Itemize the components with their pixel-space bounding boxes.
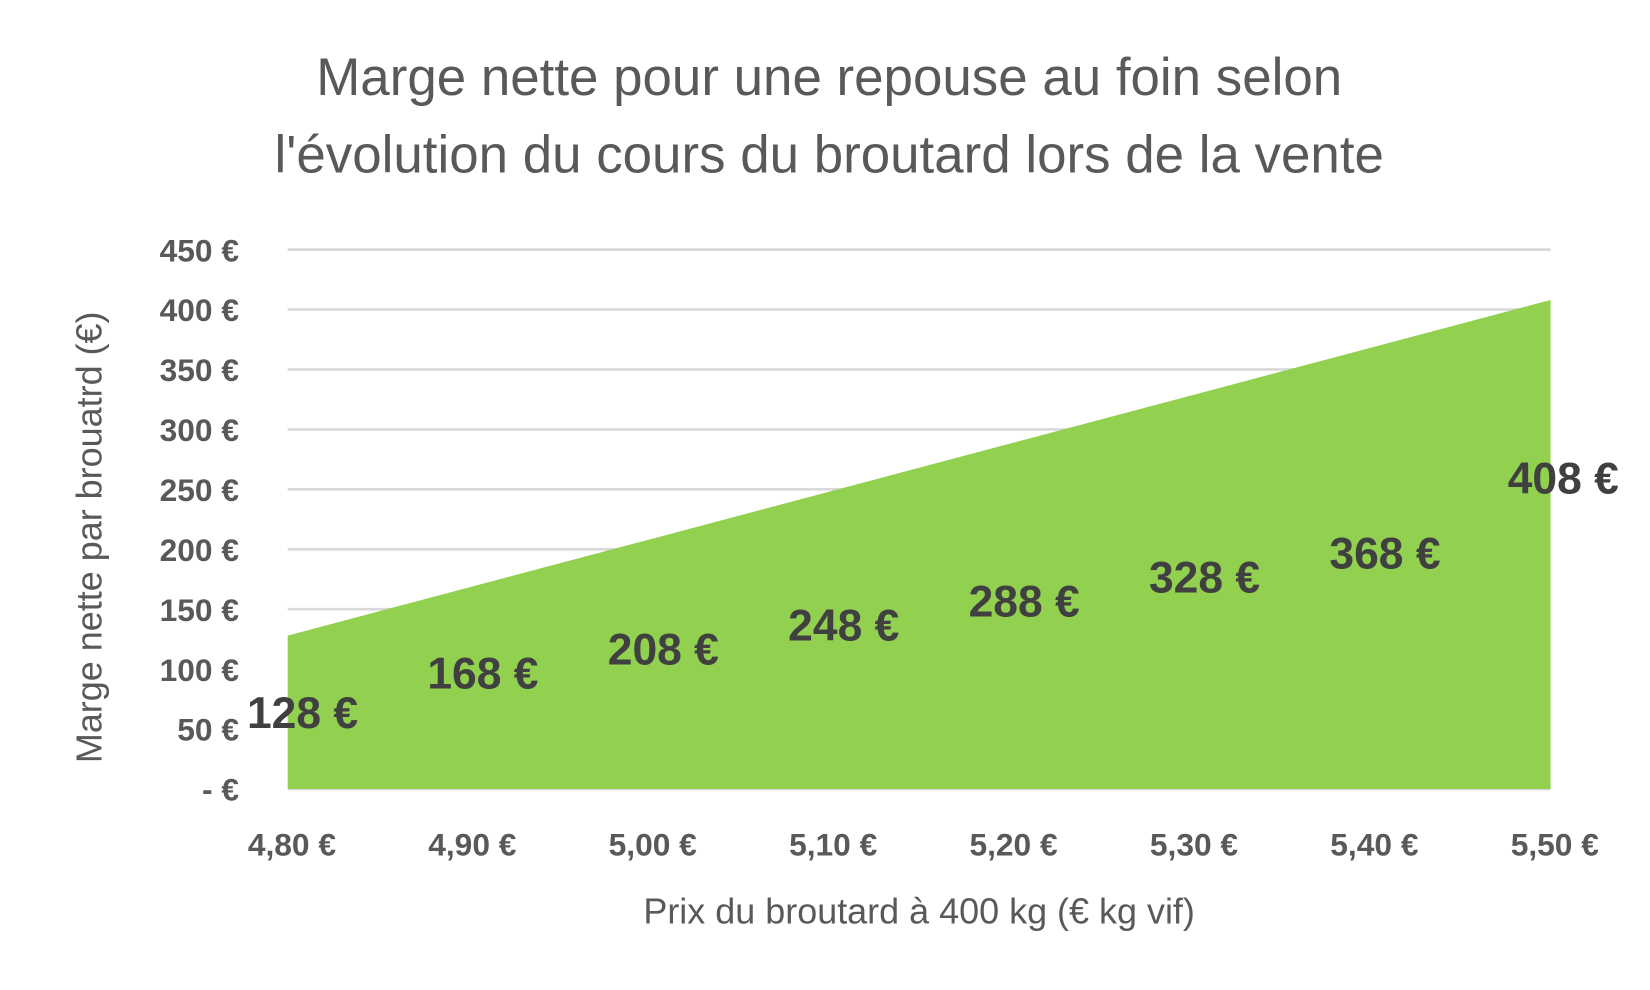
x-tick-label: 5,40 €: [1330, 827, 1419, 863]
y-tick-label: 50 €: [177, 712, 239, 748]
data-label: 288 €: [969, 577, 1080, 626]
data-label: 208 €: [608, 625, 719, 674]
x-tick-label: 4,80 €: [248, 827, 337, 863]
chart-title-line-1: Marge nette pour une repouse au foin sel…: [316, 48, 1342, 107]
y-tick-label: 450 €: [160, 232, 240, 268]
x-tick-label: 5,10 €: [789, 827, 878, 863]
area-series: [287, 299, 1551, 790]
y-tick-label: 300 €: [160, 412, 240, 448]
data-label: 328 €: [1149, 553, 1260, 602]
y-tick-label: - €: [202, 772, 239, 808]
x-tick-label: 5,20 €: [969, 827, 1058, 863]
x-tick-label: 5,00 €: [609, 827, 698, 863]
y-tick-label: 100 €: [160, 652, 240, 688]
data-label: 248 €: [788, 601, 899, 650]
chart-title-line-2: l'évolution du cours du broutard lors de…: [275, 125, 1384, 184]
y-tick-label: 150 €: [160, 592, 240, 628]
x-tick-label: 5,50 €: [1511, 827, 1600, 863]
y-tick-label: 350 €: [160, 352, 240, 388]
y-tick-label: 200 €: [160, 532, 240, 568]
x-tick-label: 5,30 €: [1150, 827, 1239, 863]
data-label: 168 €: [427, 649, 538, 698]
x-axis-label: Prix du broutard à 400 kg (€ kg vif): [643, 890, 1195, 931]
y-tick-label: 250 €: [160, 472, 240, 508]
y-axis-label: Marge nette par brouatrd (€): [69, 311, 110, 763]
data-label: 128 €: [247, 689, 358, 738]
data-label: 408 €: [1508, 455, 1619, 504]
y-tick-label: 400 €: [160, 292, 240, 328]
x-tick-label: 4,90 €: [428, 827, 517, 863]
data-label: 368 €: [1329, 529, 1440, 578]
